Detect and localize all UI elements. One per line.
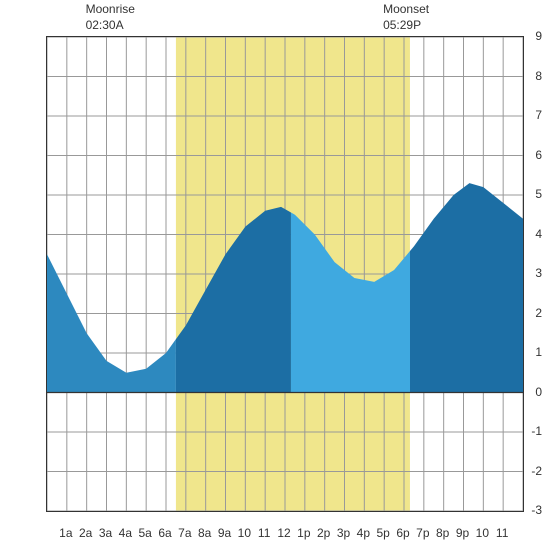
y-tick: 5 [535, 187, 542, 201]
x-tick: 4a [119, 526, 132, 540]
plot-area [46, 36, 524, 512]
x-tick: 8p [436, 526, 449, 540]
x-tick: 2a [79, 526, 92, 540]
y-tick: 0 [535, 385, 542, 399]
x-tick: 3p [337, 526, 350, 540]
y-tick: 2 [535, 306, 542, 320]
y-tick: -1 [531, 424, 542, 438]
x-tick: 7a [178, 526, 191, 540]
moonset-label: Moonset 05:29P [383, 2, 429, 33]
x-tick: 6p [396, 526, 409, 540]
y-tick: 7 [535, 108, 542, 122]
x-tick: 1a [59, 526, 72, 540]
x-tick: 11 [258, 526, 270, 540]
x-tick: 12 [277, 526, 290, 540]
x-tick: 8a [198, 526, 211, 540]
y-tick: -2 [531, 464, 542, 478]
x-tick: 1p [297, 526, 310, 540]
x-tick: 3a [99, 526, 112, 540]
plot-svg [47, 37, 523, 511]
moonrise-label: Moonrise 02:30A [86, 2, 135, 33]
x-tick: 10 [476, 526, 489, 540]
tide-chart: Moonrise 02:30A Moonset 05:29P -3-2-1012… [0, 0, 550, 550]
x-tick: 11 [496, 526, 508, 540]
x-tick: 2p [317, 526, 330, 540]
x-tick: 7p [416, 526, 429, 540]
y-tick: 9 [535, 29, 542, 43]
x-tick: 6a [158, 526, 171, 540]
y-tick: 6 [535, 148, 542, 162]
y-tick: 8 [535, 69, 542, 83]
x-tick: 9p [456, 526, 469, 540]
x-tick: 4p [357, 526, 370, 540]
y-tick: -3 [531, 503, 542, 517]
x-tick: 10 [238, 526, 251, 540]
x-tick: 9a [218, 526, 231, 540]
x-tick: 5a [138, 526, 151, 540]
y-tick: 3 [535, 266, 542, 280]
x-tick: 5p [376, 526, 389, 540]
y-tick: 4 [535, 227, 542, 241]
y-tick: 1 [535, 345, 542, 359]
